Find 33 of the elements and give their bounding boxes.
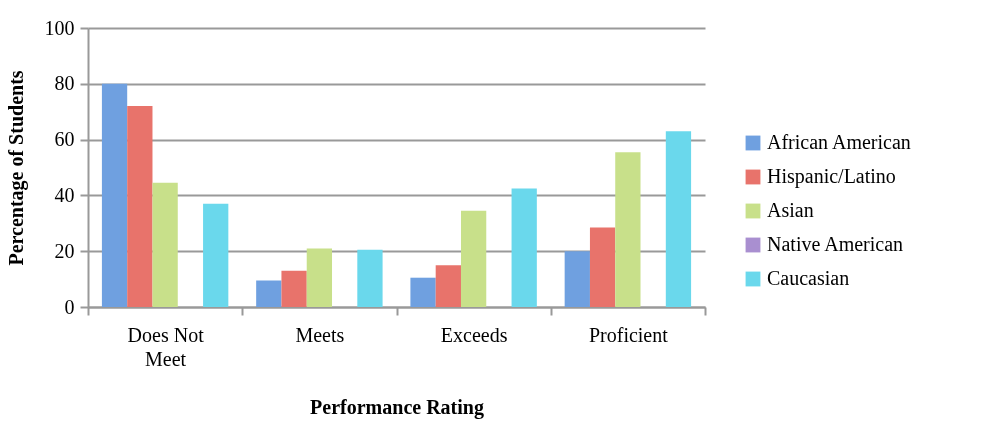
legend-label: Native American [767, 233, 904, 255]
x-axis-title: Performance Rating [310, 395, 484, 419]
bar [589, 227, 616, 307]
bar [152, 182, 178, 307]
legend-label: Hispanic/Latino [767, 165, 896, 188]
bar [306, 248, 333, 307]
legend-label: Caucasian [767, 267, 850, 289]
bar [615, 152, 641, 307]
x-tick-label: Exceeds [440, 323, 508, 346]
bar [203, 203, 229, 307]
y-axis-title: Percentage of Students [4, 70, 28, 266]
bar [101, 83, 128, 307]
bar [357, 249, 383, 307]
bar [564, 251, 590, 307]
legend-label: African American [767, 131, 911, 153]
bar [256, 280, 282, 307]
bar [281, 270, 307, 307]
y-tick-label: 60 [54, 128, 75, 151]
y-tick-label: 80 [54, 72, 75, 95]
y-tick-label: 20 [54, 239, 75, 262]
y-tick-label: 0 [64, 295, 75, 318]
x-tick-label: Meets [295, 323, 345, 346]
y-tick-label: 100 [44, 16, 75, 39]
bar [511, 188, 537, 307]
x-tick-label: Does Not Meet [127, 323, 205, 370]
bar [435, 265, 461, 307]
x-tick-label: Proficient [588, 323, 669, 346]
bar [460, 210, 487, 307]
bar [127, 106, 153, 307]
bar [665, 131, 692, 307]
legend-label: Asian [767, 199, 814, 221]
bar [410, 277, 436, 307]
y-tick-label: 40 [54, 183, 75, 206]
